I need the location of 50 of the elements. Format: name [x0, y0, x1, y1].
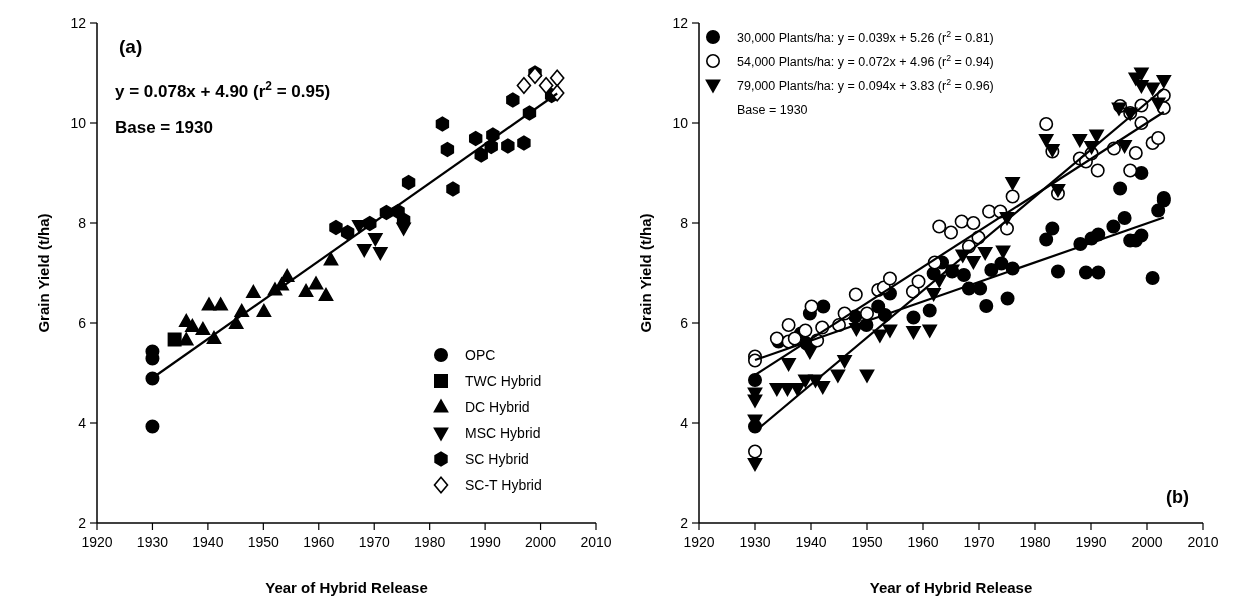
- x-tick-label: 1960: [303, 534, 335, 550]
- annotation: (b): [1166, 487, 1189, 507]
- x-tick-label: 1920: [683, 534, 715, 550]
- x-tick-label: 1930: [739, 534, 771, 550]
- y-tick-label: 2: [680, 515, 689, 531]
- y-tick-label: 12: [70, 15, 87, 31]
- x-tick-label: 1970: [963, 534, 995, 550]
- x-tick-label: 1950: [851, 534, 883, 550]
- x-tick-label: 1960: [907, 534, 939, 550]
- x-tick-label: 1990: [469, 534, 501, 550]
- x-tick-label: 2010: [1187, 534, 1219, 550]
- x-tick-label: 2000: [524, 534, 557, 550]
- x-axis-title: Year of Hybrid Release: [265, 579, 428, 596]
- x-tick-label: 1940: [795, 534, 827, 550]
- y-tick-label: 10: [672, 115, 689, 131]
- y-axis-title: Grain Yield (t/ha): [637, 213, 654, 333]
- x-tick-label: 1980: [1019, 534, 1051, 550]
- x-tick-label: 1940: [192, 534, 224, 550]
- annotation: Base = 1930: [115, 118, 213, 137]
- legend-label: MSC Hybrid: [465, 425, 541, 441]
- x-tick-label: 2010: [580, 534, 612, 550]
- y-tick-label: 6: [680, 315, 689, 331]
- y-tick-label: 8: [680, 215, 689, 231]
- legend-label: SC Hybrid: [465, 451, 529, 467]
- legend-label: 79,000 Plants/ha: y = 0.094x + 3.83 (r$^{2}$ = 0.96): [737, 77, 994, 93]
- legend-label: 30,000 Plants/ha: y = 0.039x + 5.26 (r$^{2}$ = 0.81): [737, 29, 994, 45]
- annotation: y = 0.078x + 4.90 (r$^{2}$ = 0.95): [115, 79, 331, 101]
- x-tick-label: 1980: [414, 534, 446, 550]
- legend-label: TWC Hybrid: [465, 373, 542, 389]
- x-tick-label: 1920: [81, 534, 113, 550]
- legend-label: SC-T Hybrid: [465, 477, 542, 493]
- annotation: (a): [119, 36, 143, 57]
- y-tick-label: 4: [78, 415, 87, 431]
- y-axis-title: Grain Yield (t/ha): [35, 213, 52, 333]
- x-tick-label: 1930: [136, 534, 169, 550]
- legend-label: OPC: [465, 347, 496, 363]
- x-tick-label: 1950: [247, 534, 280, 550]
- legend-label: DC Hybrid: [465, 399, 530, 415]
- x-tick-label: 1990: [1075, 534, 1107, 550]
- legend-label: 54,000 Plants/ha: y = 0.072x + 4.96 (r$^{2}$ = 0.94): [737, 53, 994, 69]
- y-tick-label: 4: [680, 415, 689, 431]
- y-tick-label: 2: [78, 515, 87, 531]
- x-axis-title: Year of Hybrid Release: [869, 579, 1033, 596]
- x-tick-label: 1970: [358, 534, 390, 550]
- y-tick-label: 12: [672, 15, 689, 31]
- y-tick-label: 6: [78, 315, 87, 331]
- annotation: Base = 1930: [737, 103, 808, 117]
- x-tick-label: 2000: [1131, 534, 1163, 550]
- y-tick-label: 8: [78, 215, 87, 231]
- y-tick-label: 10: [70, 115, 87, 131]
